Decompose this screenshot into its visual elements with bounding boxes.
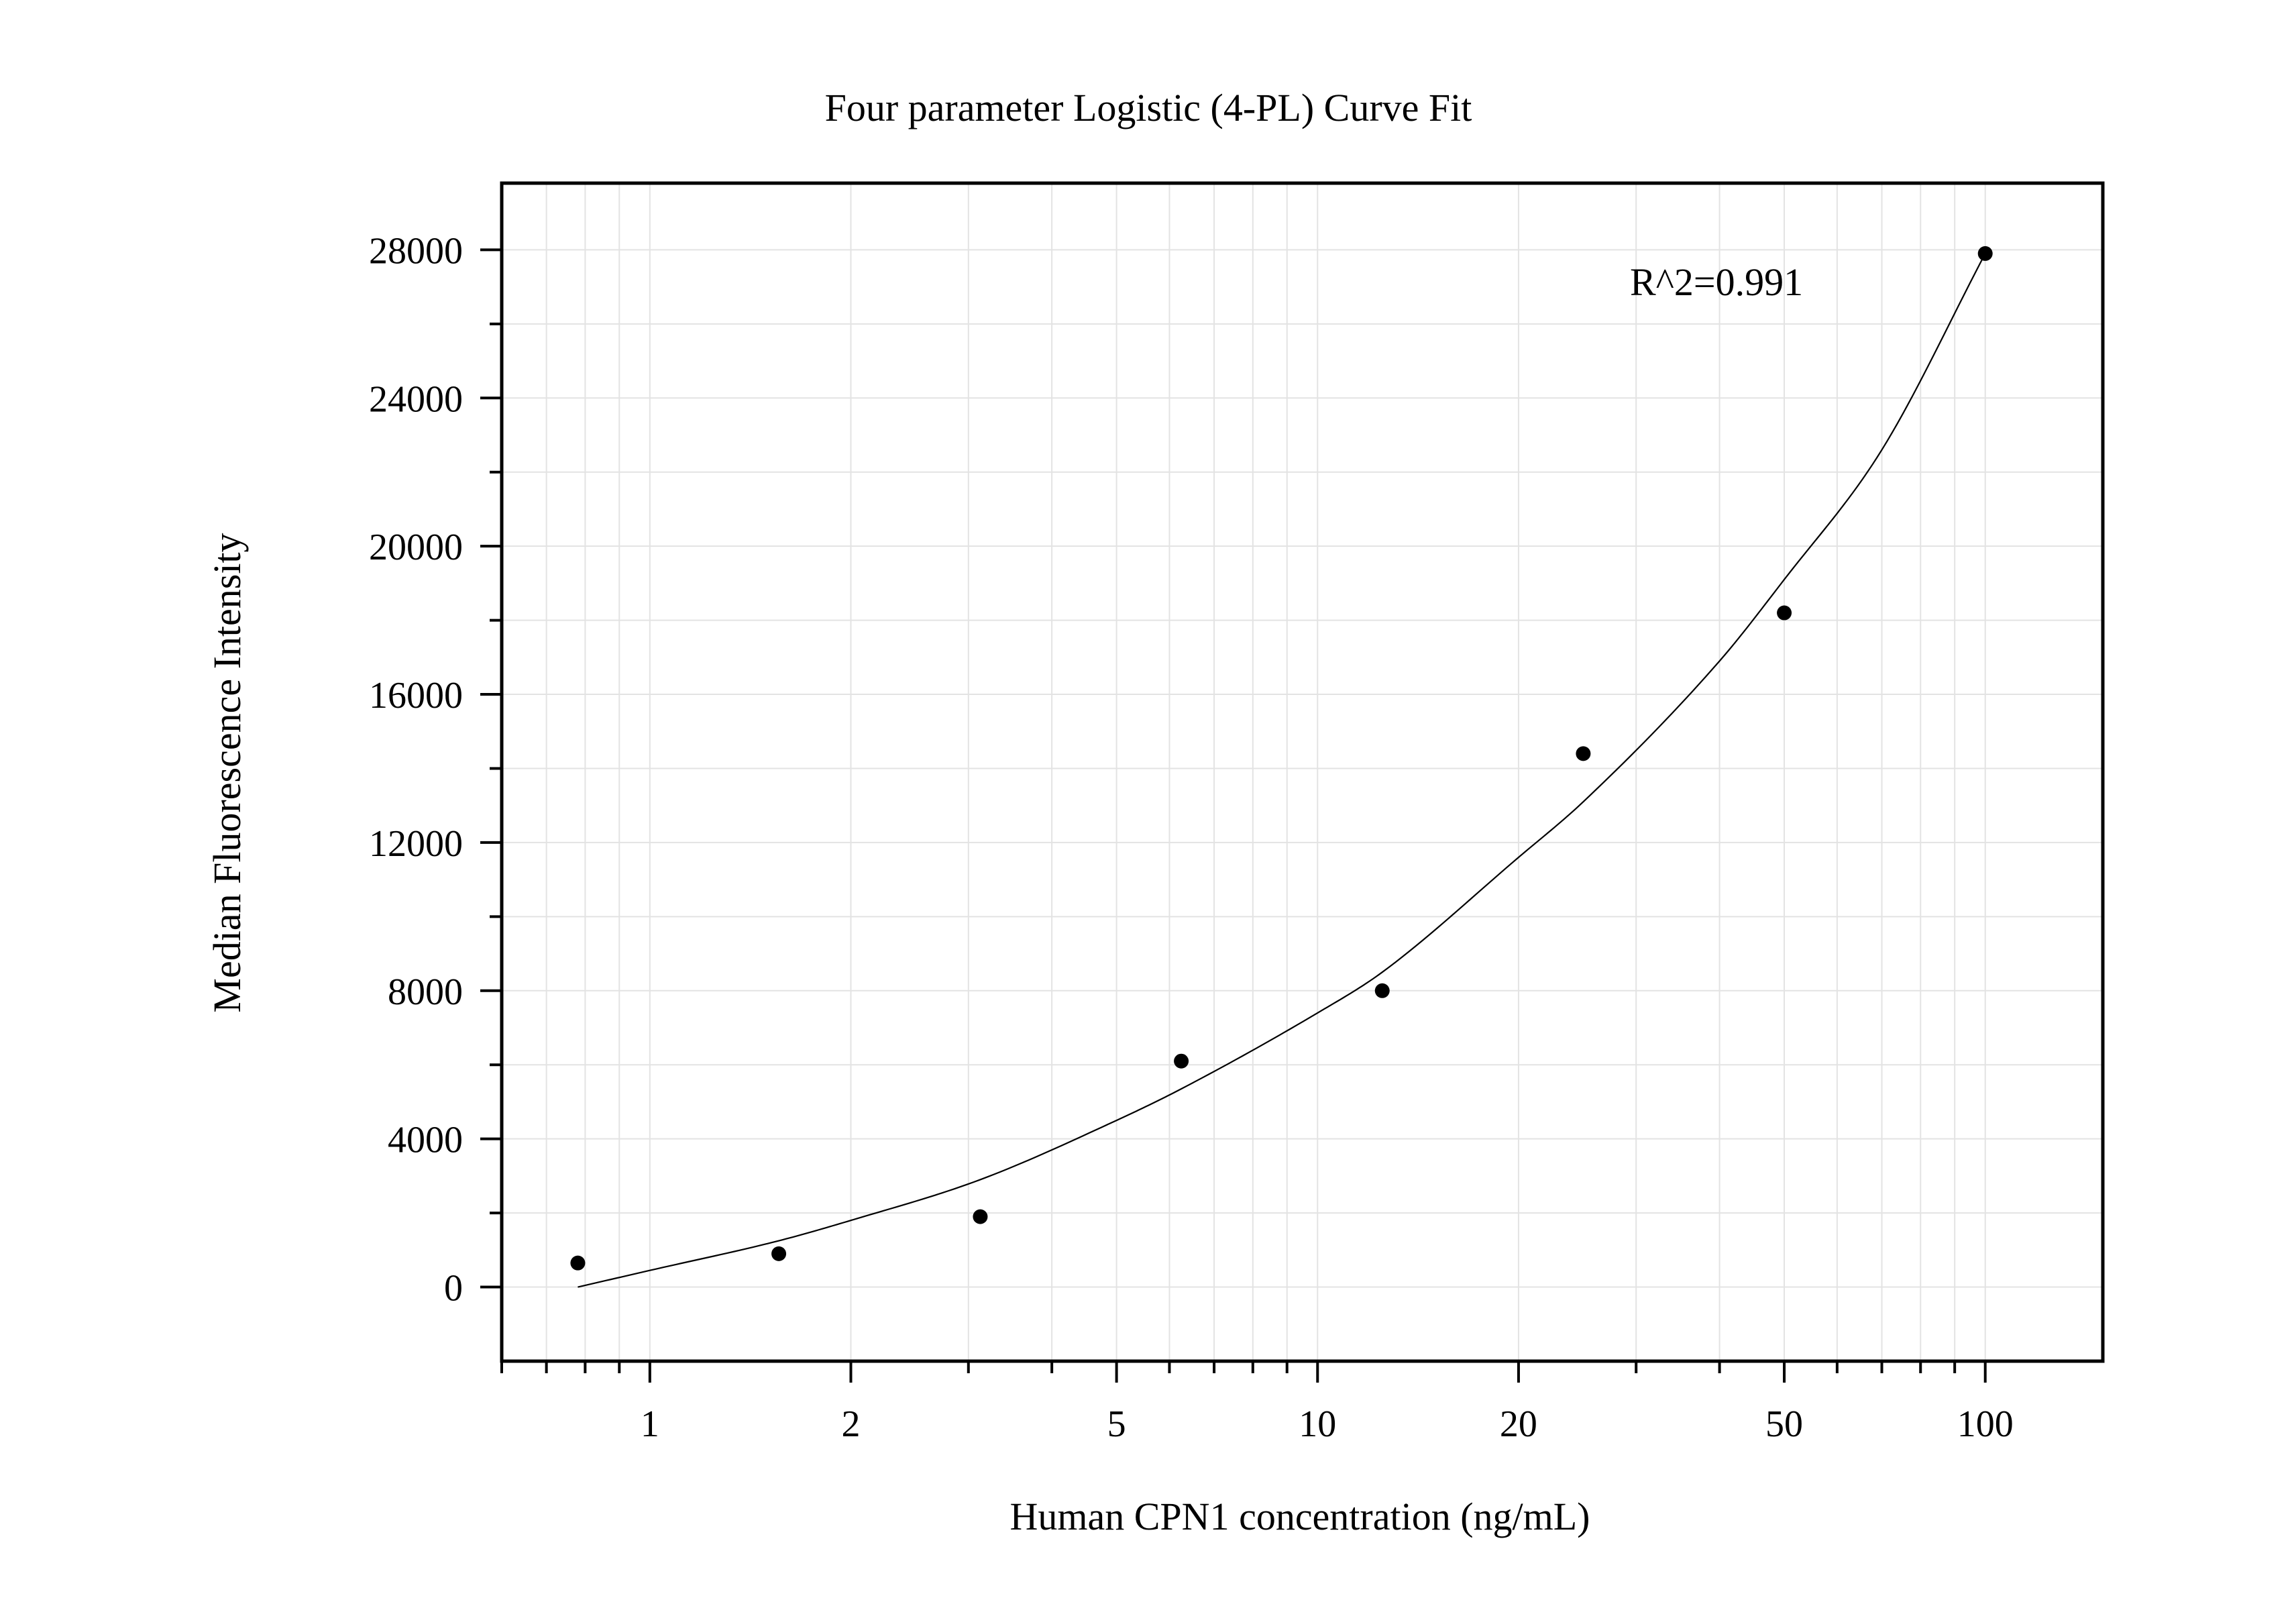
y-tick-label: 28000 xyxy=(369,230,463,272)
chart-title: Four parameter Logistic (4-PL) Curve Fit xyxy=(825,86,1472,129)
fit-curve xyxy=(578,253,1986,1288)
y-tick-label: 24000 xyxy=(369,378,463,420)
x-tick-label: 2 xyxy=(841,1403,860,1445)
x-axis-ticks xyxy=(500,1361,1987,1383)
data-point xyxy=(1977,246,1993,261)
data-point xyxy=(1374,983,1390,998)
major-grid xyxy=(502,183,2103,1361)
x-tick-label: 20 xyxy=(1500,1403,1537,1445)
x-tick-label: 100 xyxy=(1957,1403,2014,1445)
y-tick-label: 12000 xyxy=(369,823,463,865)
fit-curve-layer xyxy=(578,253,1986,1288)
y-tick-label: 4000 xyxy=(388,1120,463,1161)
data-point xyxy=(1777,605,1792,621)
y-tick-label: 8000 xyxy=(388,971,463,1013)
x-tick-label: 50 xyxy=(1765,1403,1803,1445)
x-tick-label: 1 xyxy=(641,1403,659,1445)
x-axis-title: Human CPN1 concentration (ng/mL) xyxy=(1010,1495,1590,1538)
x-tick-label: 5 xyxy=(1107,1403,1126,1445)
data-point xyxy=(570,1255,586,1271)
y-axis-title: Median Fluorescence Intensity xyxy=(205,533,249,1012)
data-points xyxy=(570,246,1993,1271)
x-tick-label: 10 xyxy=(1299,1403,1336,1445)
data-point xyxy=(1174,1053,1189,1069)
r-squared-annotation: R^2=0.991 xyxy=(1630,260,1803,304)
data-point xyxy=(1576,746,1591,761)
y-axis-ticks xyxy=(480,248,502,1289)
y-axis-tick-labels: 0 4000 8000 12000 16000 20000 24000 28000 xyxy=(369,230,463,1309)
y-tick-label: 0 xyxy=(444,1268,463,1309)
data-point xyxy=(771,1246,787,1261)
x-axis-tick-labels: 1 2 5 10 20 50 100 xyxy=(641,1403,2014,1445)
minor-grid xyxy=(501,183,2103,1361)
y-tick-label: 16000 xyxy=(369,675,463,716)
data-point xyxy=(973,1209,988,1224)
plot-frame xyxy=(500,181,2105,1363)
y-tick-label: 20000 xyxy=(369,527,463,568)
